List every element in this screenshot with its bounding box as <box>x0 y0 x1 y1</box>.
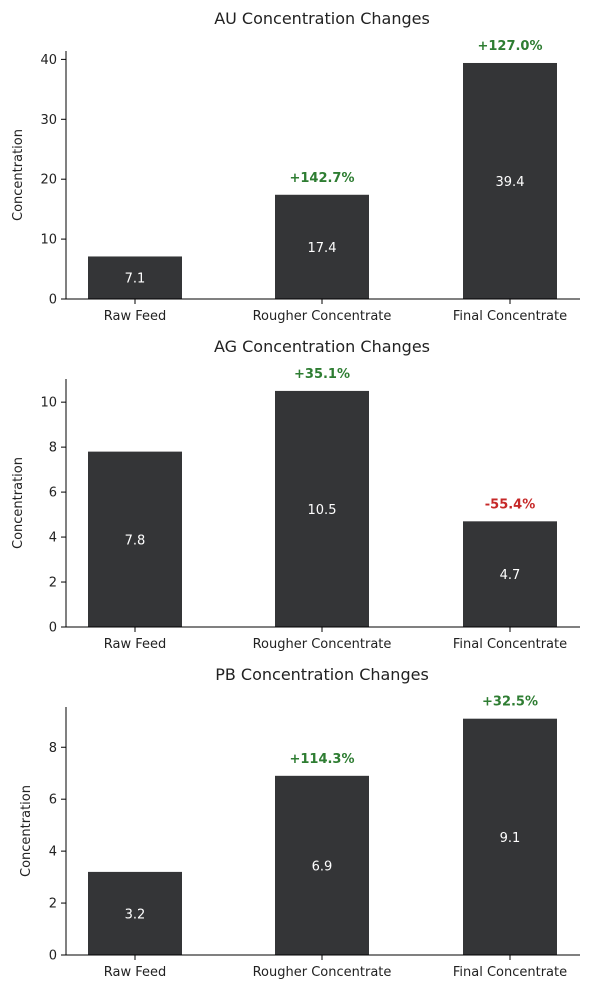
chart-svg: AU Concentration Changes Concentration 7.1… <box>11 9 580 324</box>
bar-raw-feed <box>88 256 182 299</box>
bar-raw-feed <box>88 871 182 955</box>
chart-svg: PB Concentration Changes Concentration 3.2… <box>19 665 580 980</box>
y-tick-label: 10 <box>40 233 57 248</box>
x-tick-label: Raw Feed <box>104 965 167 980</box>
chart-svg: AG Concentration Changes Concentration 7.8… <box>11 337 580 652</box>
bar-value-label: 6.9 <box>312 859 333 874</box>
chart-panel-2: AG Concentration Changes Concentration 7.8… <box>0 329 590 660</box>
y-tick-label: 0 <box>49 293 57 308</box>
y-tick-label: 4 <box>49 531 57 546</box>
y-tick-label: 2 <box>49 576 57 591</box>
bar-value-label: 39.4 <box>496 175 525 190</box>
x-tick-label: Rougher Concentrate <box>253 965 392 980</box>
y-axis-label: Concentration <box>11 129 26 221</box>
bar-value-label: 3.2 <box>125 907 146 922</box>
y-tick-label: 8 <box>49 741 57 756</box>
bar-rougher-concentrate <box>275 390 369 627</box>
percent-change-label: +35.1% <box>294 367 350 382</box>
bar-final-concentrate <box>463 521 557 627</box>
y-tick-label: 2 <box>49 897 57 912</box>
y-tick-label: 30 <box>40 113 57 128</box>
bar-final-concentrate <box>463 62 557 299</box>
chart-panel-3: PB Concentration Changes Concentration 3.2… <box>0 658 590 989</box>
bar-value-label: 9.1 <box>500 831 521 846</box>
y-tick-label: 6 <box>49 793 57 808</box>
percent-change-label: +127.0% <box>477 39 542 54</box>
y-axis-label: Concentration <box>11 457 26 549</box>
x-tick-label: Final Concentrate <box>453 637 567 652</box>
y-tick-label: 40 <box>40 53 57 68</box>
bar-raw-feed <box>88 451 182 627</box>
chart-title: AG Concentration Changes <box>214 337 430 356</box>
percent-change-label: +142.7% <box>289 171 354 186</box>
y-axis-label: Concentration <box>19 785 34 877</box>
x-tick-label: Final Concentrate <box>453 309 567 324</box>
y-tick-label: 0 <box>49 621 57 636</box>
percent-change-label: -55.4% <box>485 497 536 512</box>
chart-title: PB Concentration Changes <box>215 665 429 684</box>
y-tick-label: 10 <box>40 396 57 411</box>
bar-value-label: 7.1 <box>125 272 146 287</box>
y-tick-label: 20 <box>40 173 57 188</box>
bar-value-label: 10.5 <box>308 503 337 518</box>
x-tick-label: Raw Feed <box>104 309 167 324</box>
bar-rougher-concentrate <box>275 194 369 299</box>
x-tick-label: Final Concentrate <box>453 965 567 980</box>
x-tick-label: Rougher Concentrate <box>253 637 392 652</box>
bar-value-label: 17.4 <box>308 241 337 256</box>
bar-rougher-concentrate <box>275 775 369 955</box>
x-tick-label: Rougher Concentrate <box>253 309 392 324</box>
bar-final-concentrate <box>463 718 557 955</box>
chart-title: AU Concentration Changes <box>214 9 430 28</box>
bar-value-label: 4.7 <box>500 568 521 583</box>
y-tick-label: 6 <box>49 486 57 501</box>
y-tick-label: 0 <box>49 949 57 964</box>
y-tick-label: 8 <box>49 441 57 456</box>
bar-value-label: 7.8 <box>125 533 146 548</box>
x-tick-label: Raw Feed <box>104 637 167 652</box>
percent-change-label: +32.5% <box>482 695 538 710</box>
y-tick-label: 4 <box>49 845 57 860</box>
percent-change-label: +114.3% <box>289 752 354 767</box>
chart-panel-1: AU Concentration Changes Concentration 7.1… <box>0 0 590 331</box>
